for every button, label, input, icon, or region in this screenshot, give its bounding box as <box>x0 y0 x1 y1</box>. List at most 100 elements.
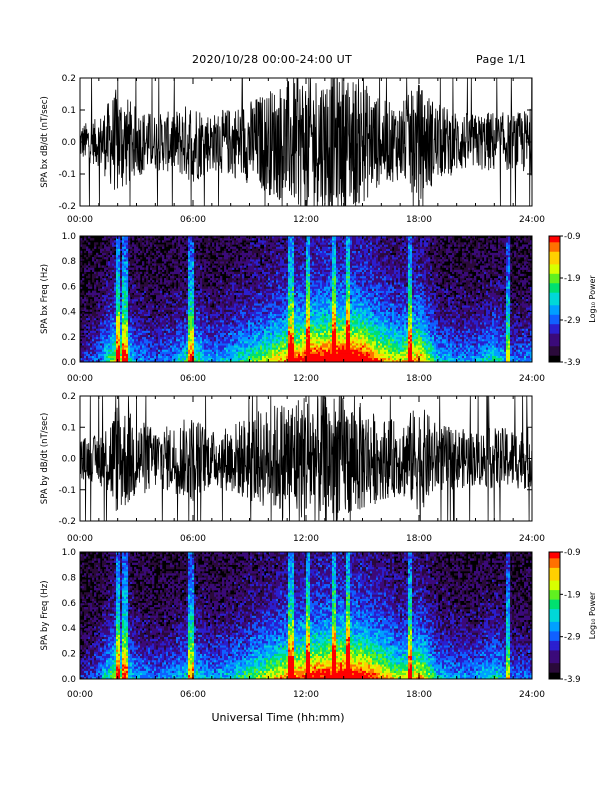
spectrogram-cell <box>200 349 203 352</box>
spectrogram-cell <box>166 345 169 348</box>
spectrogram-cell <box>116 328 119 331</box>
spectrogram-cell <box>100 326 103 329</box>
spectrogram-cell <box>108 322 111 325</box>
spectrogram-cell <box>202 311 205 314</box>
spectrogram-cell <box>132 267 135 270</box>
spectrogram-cell <box>248 320 251 323</box>
spectrogram-cell <box>142 278 145 281</box>
spectrogram-cell <box>192 267 195 270</box>
spectrogram-cell <box>112 261 115 264</box>
spectrogram-cell <box>176 347 179 350</box>
spectrogram-cell <box>80 332 83 335</box>
spectrogram-cell <box>128 263 131 266</box>
spectrogram-cell <box>170 320 173 323</box>
spectrogram-cell <box>88 345 91 348</box>
spectrogram-cell <box>198 332 201 335</box>
spectrogram-cell <box>226 349 229 352</box>
spectrogram-cell <box>182 307 185 310</box>
spectrogram-cell <box>110 292 113 296</box>
spectrogram-cell <box>226 242 229 245</box>
spectrogram-cell <box>116 320 119 323</box>
spectrogram-cell <box>134 257 137 260</box>
spectrogram-cell <box>122 357 125 361</box>
spectrogram-cell <box>112 336 115 340</box>
spectrogram-cell <box>92 290 95 293</box>
spectrogram-cell <box>216 282 219 285</box>
spectrogram-cell <box>226 261 229 264</box>
spectrogram-cell <box>164 328 167 331</box>
spectrogram-cell <box>136 305 139 308</box>
spectrogram-cell <box>86 357 89 361</box>
spectrogram-cell <box>94 332 97 335</box>
spectrogram-cell <box>214 236 217 239</box>
spectrogram-cell <box>122 305 125 308</box>
spectrogram-cell <box>264 324 267 327</box>
spectrogram-cell <box>174 261 177 264</box>
spectrogram-cell <box>172 294 175 298</box>
spectrogram-cell <box>184 343 187 346</box>
spectrogram-cell <box>188 252 191 256</box>
spectrogram-cell <box>120 332 123 335</box>
spectrogram-cell <box>90 330 93 333</box>
spectrogram-cell <box>92 341 95 344</box>
spectrogram-cell <box>200 320 203 323</box>
spectrogram-cell <box>134 303 137 306</box>
spectrogram-cell <box>272 341 275 344</box>
spectrogram-cell <box>164 267 167 270</box>
spectrogram-cell <box>104 275 107 279</box>
spectrogram-cell <box>154 338 157 342</box>
spectrogram-cell <box>122 238 125 241</box>
spectrogram-cell <box>146 305 149 308</box>
spectrogram-cell <box>176 315 179 319</box>
spectrogram-cell <box>246 263 249 266</box>
spectrogram-cell <box>266 296 269 300</box>
spectrogram-cell <box>130 263 133 266</box>
spectrogram-cell <box>110 259 113 262</box>
spectrogram-cell <box>116 338 119 342</box>
spectrogram-cell <box>122 338 125 342</box>
spectrogram-cell <box>260 324 263 327</box>
spectrogram-cell <box>84 269 87 272</box>
spectrogram-cell <box>94 345 97 348</box>
spectrogram-cell <box>214 292 217 296</box>
spectrogram-cell <box>178 263 181 266</box>
spectrogram-cell <box>112 332 115 335</box>
spectrogram-cell <box>82 273 85 277</box>
spectrogram-cell <box>244 330 247 333</box>
spectrogram-cell <box>242 271 245 275</box>
spectrogram-cell <box>168 355 171 359</box>
spectrogram-cell <box>98 338 101 342</box>
spectrogram-cell <box>96 324 99 327</box>
spectrogram-cell <box>96 254 99 258</box>
spectrogram-cell <box>272 351 275 354</box>
spectrogram-cell <box>256 271 259 275</box>
spectrogram-cell <box>238 303 241 306</box>
spectrogram-cell <box>208 315 211 319</box>
spectrogram-cell <box>208 311 211 314</box>
spectrogram-cell <box>246 273 249 277</box>
spectrogram-cell <box>106 278 109 281</box>
spectrogram-cell <box>188 309 191 312</box>
spectrogram-cell <box>244 280 247 283</box>
spectrogram-cell <box>218 273 221 277</box>
spectrogram-cell <box>206 288 209 291</box>
spectrogram-cell <box>226 292 229 296</box>
spectrogram-cell <box>242 273 245 277</box>
spectrogram-cell <box>96 280 99 283</box>
spectrogram-cell <box>144 309 147 312</box>
spectrogram-cell <box>120 296 123 300</box>
spectrogram-cell <box>174 322 177 325</box>
spectrogram-cell <box>134 259 137 262</box>
spectrogram-cell <box>130 317 133 321</box>
spectrogram-cell <box>204 299 207 302</box>
spectrogram-cell <box>250 299 253 302</box>
spectrogram-cell <box>238 326 241 329</box>
spectrogram-cell <box>160 292 163 296</box>
spectrogram-cell <box>118 282 121 285</box>
spectrogram-cell <box>108 328 111 331</box>
spectrogram-cell <box>236 286 239 289</box>
spectrogram-cell <box>104 311 107 314</box>
spectrogram-cell <box>212 341 215 344</box>
spectrogram-cell <box>170 248 173 251</box>
spectrogram-cell <box>108 292 111 296</box>
